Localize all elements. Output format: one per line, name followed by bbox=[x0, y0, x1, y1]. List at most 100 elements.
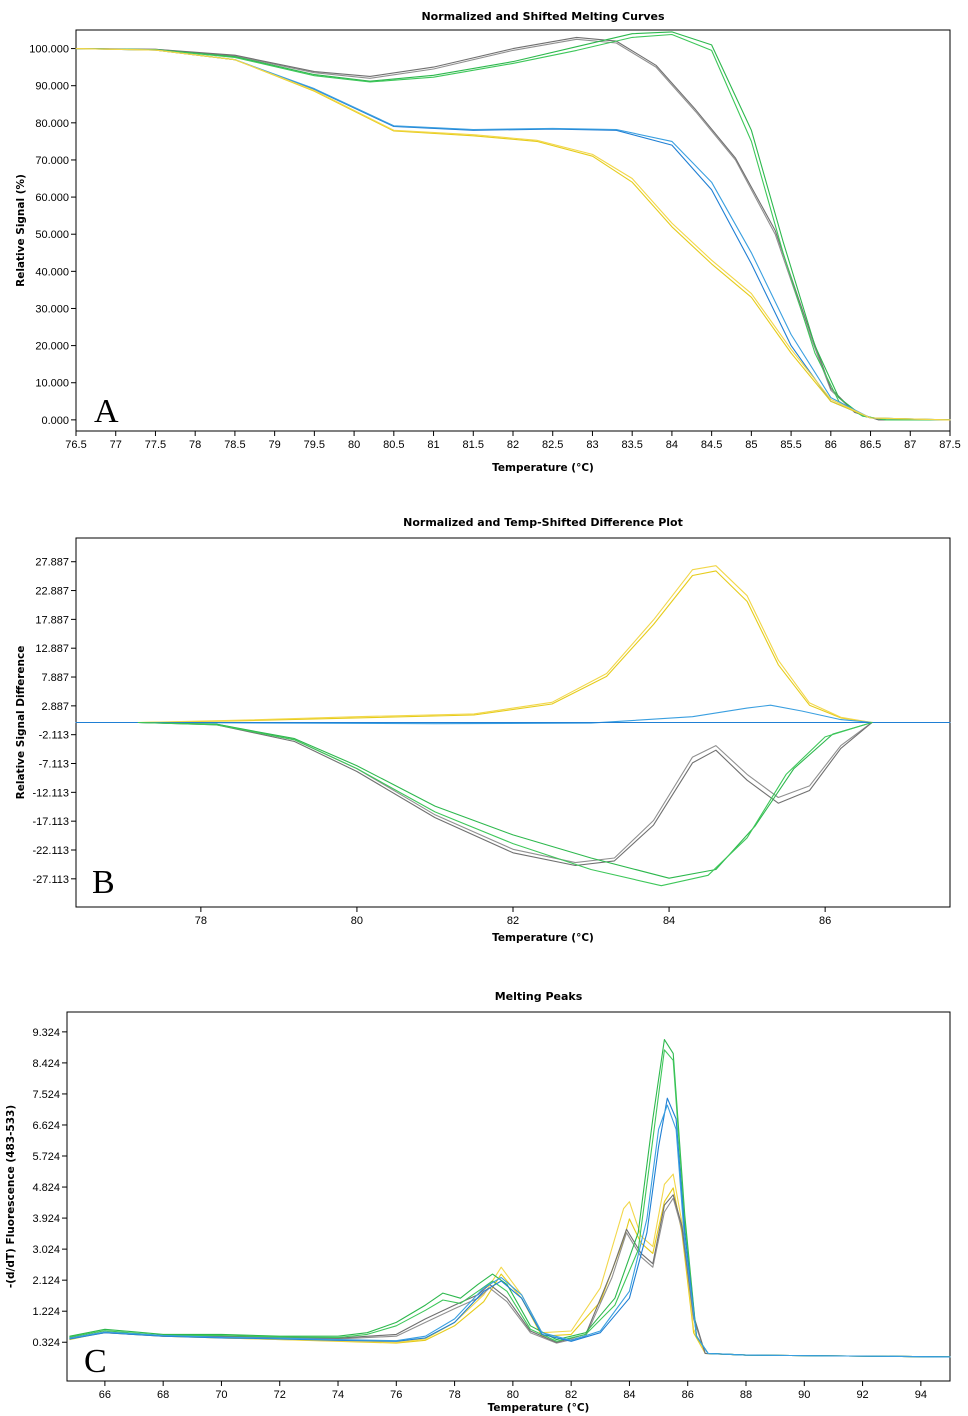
panel-b-x-tick-label: 82 bbox=[507, 915, 519, 927]
panel-a-plot-frame bbox=[75, 29, 951, 432]
panel-a-x-tick-label: 86 bbox=[825, 439, 837, 451]
panel-b-series-line-1 bbox=[137, 570, 873, 724]
panel-a-y-tick-label: 50.000 bbox=[35, 229, 69, 241]
panel-a-x-tick-label: 86.5 bbox=[860, 439, 881, 451]
panel-a-y-tick-label: 80.000 bbox=[35, 118, 69, 130]
panel-c-x-tick-label: 66 bbox=[99, 1389, 111, 1401]
panel-a-y-tick-label: 40.000 bbox=[35, 266, 69, 278]
panel-a-y-tick-label: 100.000 bbox=[29, 44, 69, 56]
panel-b-y-tick-label: -2.113 bbox=[39, 730, 69, 742]
panel-c-x-tick-label: 82 bbox=[565, 1389, 577, 1401]
panel-a-y-tick-label: 10.000 bbox=[35, 378, 69, 390]
panel-c-series-line-7 bbox=[69, 1097, 951, 1358]
panel-c-x-tick-label: 80 bbox=[507, 1389, 519, 1401]
panel-b-y-axis-label: Relative Signal Difference bbox=[15, 646, 27, 800]
panel-c-x-tick-label: 78 bbox=[448, 1389, 460, 1401]
panel-b-y-tick-label: -7.113 bbox=[39, 759, 69, 771]
panel-a-x-tick-label: 77 bbox=[110, 439, 122, 451]
panel-a-y-tick-label: 90.000 bbox=[35, 81, 69, 93]
panel-c-x-tick-label: 90 bbox=[798, 1389, 810, 1401]
panel-c-plot-frame bbox=[66, 1011, 951, 1382]
panel-c-series-line-2 bbox=[69, 1173, 951, 1358]
panel-b-panel-letter: B bbox=[92, 864, 115, 901]
panel-a-y-tick-label: 30.000 bbox=[35, 303, 69, 315]
panel-c-panel-letter: C bbox=[84, 1343, 107, 1380]
panel-c-y-tick-label: 8.424 bbox=[32, 1058, 60, 1070]
panel-c-x-tick-label: 94 bbox=[915, 1389, 927, 1401]
panel-a-x-tick-label: 77.5 bbox=[145, 439, 166, 451]
panel-a-x-tick-label: 81.5 bbox=[463, 439, 484, 451]
panel-c-x-axis-label: Temperature (°C) bbox=[488, 1402, 590, 1414]
panel-a-x-tick-label: 78.5 bbox=[224, 439, 245, 451]
panel-c-y-tick-label: 7.524 bbox=[32, 1089, 60, 1101]
panel-a-series-line-3 bbox=[75, 31, 951, 421]
panel-b-series-line-7 bbox=[137, 721, 873, 879]
panel-a-x-tick-label: 85 bbox=[745, 439, 757, 451]
panel-a-x-tick-label: 84 bbox=[666, 439, 678, 451]
panel-c-series-line-6 bbox=[69, 1049, 951, 1358]
panel-c-x-tick-label: 86 bbox=[682, 1389, 694, 1401]
panel-c-x-tick-label: 84 bbox=[623, 1389, 635, 1401]
panel-a-series-line-8 bbox=[75, 48, 951, 421]
panel-a-y-tick-label: 60.000 bbox=[35, 192, 69, 204]
panel-a-x-tick-label: 79.5 bbox=[304, 439, 325, 451]
panel-b-x-tick-label: 86 bbox=[819, 915, 831, 927]
panel-c-x-tick-label: 88 bbox=[740, 1389, 752, 1401]
panel-b-series-line-2 bbox=[137, 565, 873, 724]
panel-a-y-tick-label: 0.000 bbox=[41, 415, 69, 427]
panel-a-x-tick-label: 83.5 bbox=[621, 439, 642, 451]
panel-b-y-tick-label: 27.887 bbox=[35, 557, 69, 569]
panel-c-y-tick-label: 3.024 bbox=[32, 1244, 60, 1256]
panel-a-x-axis-label: Temperature (°C) bbox=[492, 462, 594, 474]
panel-a-x-tick-label: 80 bbox=[348, 439, 360, 451]
panel-a-x-tick-label: 84.5 bbox=[701, 439, 722, 451]
panel-b-x-tick-label: 80 bbox=[351, 915, 363, 927]
panel-a-x-tick-label: 83 bbox=[586, 439, 598, 451]
panel-a-y-tick-label: 70.000 bbox=[35, 155, 69, 167]
panel-c-y-tick-label: 5.724 bbox=[32, 1151, 60, 1163]
panel-b-y-tick-label: 12.887 bbox=[35, 643, 69, 655]
panel-a-x-tick-label: 85.5 bbox=[780, 439, 801, 451]
panel-b-series-line-6 bbox=[137, 721, 873, 867]
panel-c-x-tick-label: 70 bbox=[215, 1389, 227, 1401]
panel-a-x-tick-label: 76.5 bbox=[65, 439, 86, 451]
panel-a-chart-title: Normalized and Shifted Melting Curves bbox=[421, 10, 665, 23]
panel-b-x-axis-label: Temperature (°C) bbox=[492, 932, 594, 944]
panel-b-chart-title: Normalized and Temp-Shifted Difference P… bbox=[403, 516, 683, 529]
panel-c-series-line-8 bbox=[69, 1104, 951, 1358]
panel-b-x-tick-label: 84 bbox=[663, 915, 675, 927]
panel-b-series-line-3 bbox=[137, 704, 873, 725]
panel-c-y-tick-label: 1.224 bbox=[32, 1306, 60, 1318]
panel-b-y-tick-label: 22.887 bbox=[35, 586, 69, 598]
panel-c-x-tick-label: 68 bbox=[157, 1389, 169, 1401]
panel-b-x-tick-label: 78 bbox=[195, 915, 207, 927]
panel-c-y-axis-label: -(d/dT) Fluorescence (483-533) bbox=[5, 1105, 17, 1288]
panel-b-y-tick-label: 7.887 bbox=[41, 672, 69, 684]
panel-a-x-tick-label: 78 bbox=[189, 439, 201, 451]
panel-a-x-tick-label: 80.5 bbox=[383, 439, 404, 451]
panel-c-x-tick-label: 74 bbox=[332, 1389, 344, 1401]
panel-b-series-line-8 bbox=[137, 721, 873, 887]
panel-c-x-tick-label: 92 bbox=[856, 1389, 868, 1401]
panel-c-y-tick-label: 6.624 bbox=[32, 1120, 60, 1132]
panel-b-y-tick-label: 17.887 bbox=[35, 614, 69, 626]
panel-c-x-tick-label: 72 bbox=[274, 1389, 286, 1401]
panel-b-y-tick-label: 2.887 bbox=[41, 701, 69, 713]
panel-b-y-tick-label: -12.113 bbox=[33, 787, 70, 799]
panel-c-chart-title: Melting Peaks bbox=[495, 990, 583, 1003]
panel-a-x-tick-label: 87 bbox=[904, 439, 916, 451]
panel-a-x-tick-label: 87.5 bbox=[939, 439, 960, 451]
panel-a-y-tick-label: 20.000 bbox=[35, 341, 69, 353]
panel-a-series-line-6 bbox=[75, 48, 951, 421]
panel-a-x-tick-label: 81 bbox=[427, 439, 439, 451]
panel-a-x-tick-label: 82 bbox=[507, 439, 519, 451]
panel-b-y-tick-label: -27.113 bbox=[33, 874, 70, 886]
panel-c-y-tick-label: 4.824 bbox=[32, 1182, 60, 1194]
panel-a-panel-letter: A bbox=[94, 393, 119, 430]
panel-c-y-tick-label: 9.324 bbox=[32, 1027, 60, 1039]
panel-b-y-tick-label: -17.113 bbox=[33, 816, 70, 828]
panel-a-x-tick-label: 79 bbox=[269, 439, 281, 451]
panel-b-y-tick-label: -22.113 bbox=[33, 845, 70, 857]
panel-c-y-tick-label: 0.324 bbox=[32, 1337, 60, 1349]
